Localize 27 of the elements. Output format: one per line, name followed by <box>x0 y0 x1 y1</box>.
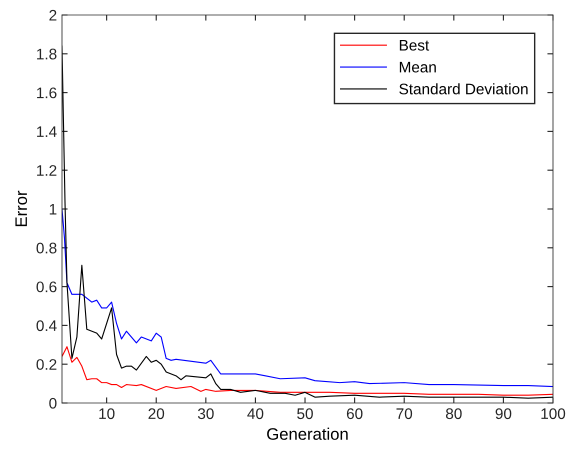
x-tick-label: 100 <box>541 408 566 420</box>
y-tick-label: 0.4 <box>36 320 57 332</box>
y-tick-label: 0.6 <box>36 281 56 292</box>
legend-label: Standard Deviation <box>399 83 528 94</box>
x-tick-label: 50 <box>297 408 313 420</box>
x-tick-label: 70 <box>396 408 412 420</box>
x-tick-label: 80 <box>446 408 462 420</box>
y-tick-label: 0.8 <box>36 242 56 254</box>
y-tick-label: 2 <box>49 10 56 21</box>
y-tick-label: 1.8 <box>37 48 56 60</box>
y-tick-label: 1.6 <box>37 87 56 98</box>
x-tick-label: 40 <box>247 408 264 420</box>
y-tick-label: 1.4 <box>37 126 57 137</box>
x-axis-title: Generation <box>267 428 348 440</box>
x-tick-label: 30 <box>198 408 214 420</box>
x-tick-label: 10 <box>99 408 115 420</box>
line-series <box>62 346 553 396</box>
legend-label: Mean <box>400 62 436 73</box>
y-tick-label: 1 <box>50 204 56 215</box>
x-tick-label: 20 <box>148 408 164 420</box>
legend-label: Best <box>400 40 430 51</box>
y-tick-label: 1.2 <box>37 165 56 176</box>
y-tick-label: 0 <box>49 398 57 409</box>
x-tick-label: 60 <box>346 408 363 420</box>
y-tick-label: 0.2 <box>36 359 56 370</box>
x-tick-label: 90 <box>496 408 512 420</box>
y-axis-title: Error <box>15 190 28 226</box>
